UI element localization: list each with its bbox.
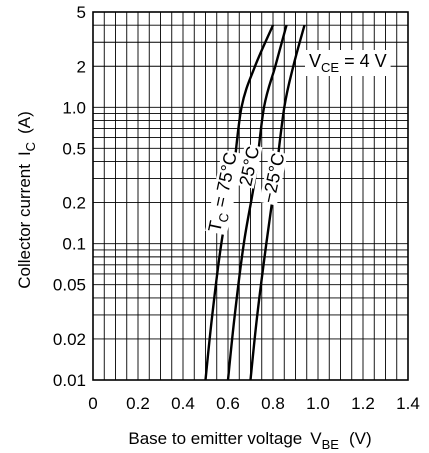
grid [93, 12, 408, 380]
y-axis-title: Collector current IC (A) [15, 111, 38, 289]
vce-value: = 4 V [339, 51, 387, 71]
tc-subscript: C [215, 212, 232, 224]
label-background-25 [236, 143, 263, 189]
x-tick-label: 1.0 [306, 394, 330, 413]
label-background-75 [205, 149, 244, 236]
x-tick-labels: 0 0.2 0.4 0.6 0.8 1.0 1.2 1.4 [88, 394, 420, 413]
plot-frame [92, 11, 409, 381]
y-axis-name: Collector current [15, 164, 34, 289]
y-tick-label: 2 [77, 57, 86, 76]
x-tick-label: 0.8 [261, 394, 285, 413]
curve-label-75c: TC = 75°C [204, 150, 244, 234]
y-tick-label: 0.5 [62, 139, 86, 158]
y-tick-label: 0.1 [62, 235, 86, 254]
x-tick-label: 0.2 [126, 394, 150, 413]
y-tick-label: 0.01 [53, 371, 86, 390]
x-tick-label: 1.2 [351, 394, 375, 413]
y-tick-labels: 0.01 0.02 0.05 0.1 0.2 0.5 1.0 2 5 [53, 3, 86, 390]
y-tick-label: 0.02 [53, 330, 86, 349]
vce-annotation: VCE = 4 V [309, 51, 387, 75]
vce-symbol: V [309, 51, 321, 71]
x-axis-unit: (V) [349, 429, 372, 448]
label-background-minus25 [259, 150, 288, 206]
x-tick-label: 0 [88, 394, 97, 413]
y-axis-symbol: I [15, 151, 34, 156]
x-axis-subscript: BE [322, 437, 340, 452]
tc-symbol: T [204, 219, 226, 234]
y-axis-subscript: C [23, 142, 38, 151]
y-tick-label: 0.2 [62, 194, 86, 213]
x-axis-title: Base to emitter voltage VBE (V) [128, 429, 371, 452]
y-tick-label: 1.0 [62, 98, 86, 117]
x-axis-symbol: V [310, 429, 322, 448]
annotation-background [305, 50, 391, 76]
x-axis-name: Base to emitter voltage [128, 429, 302, 448]
y-axis-unit: (A) [15, 111, 34, 134]
x-tick-label: 1.4 [396, 394, 420, 413]
x-tick-label: 0.4 [171, 394, 195, 413]
vce-subscript: CE [321, 60, 339, 75]
y-tick-label: 5 [77, 3, 86, 22]
x-tick-label: 0.6 [216, 394, 240, 413]
y-tick-label: 0.05 [53, 276, 86, 295]
